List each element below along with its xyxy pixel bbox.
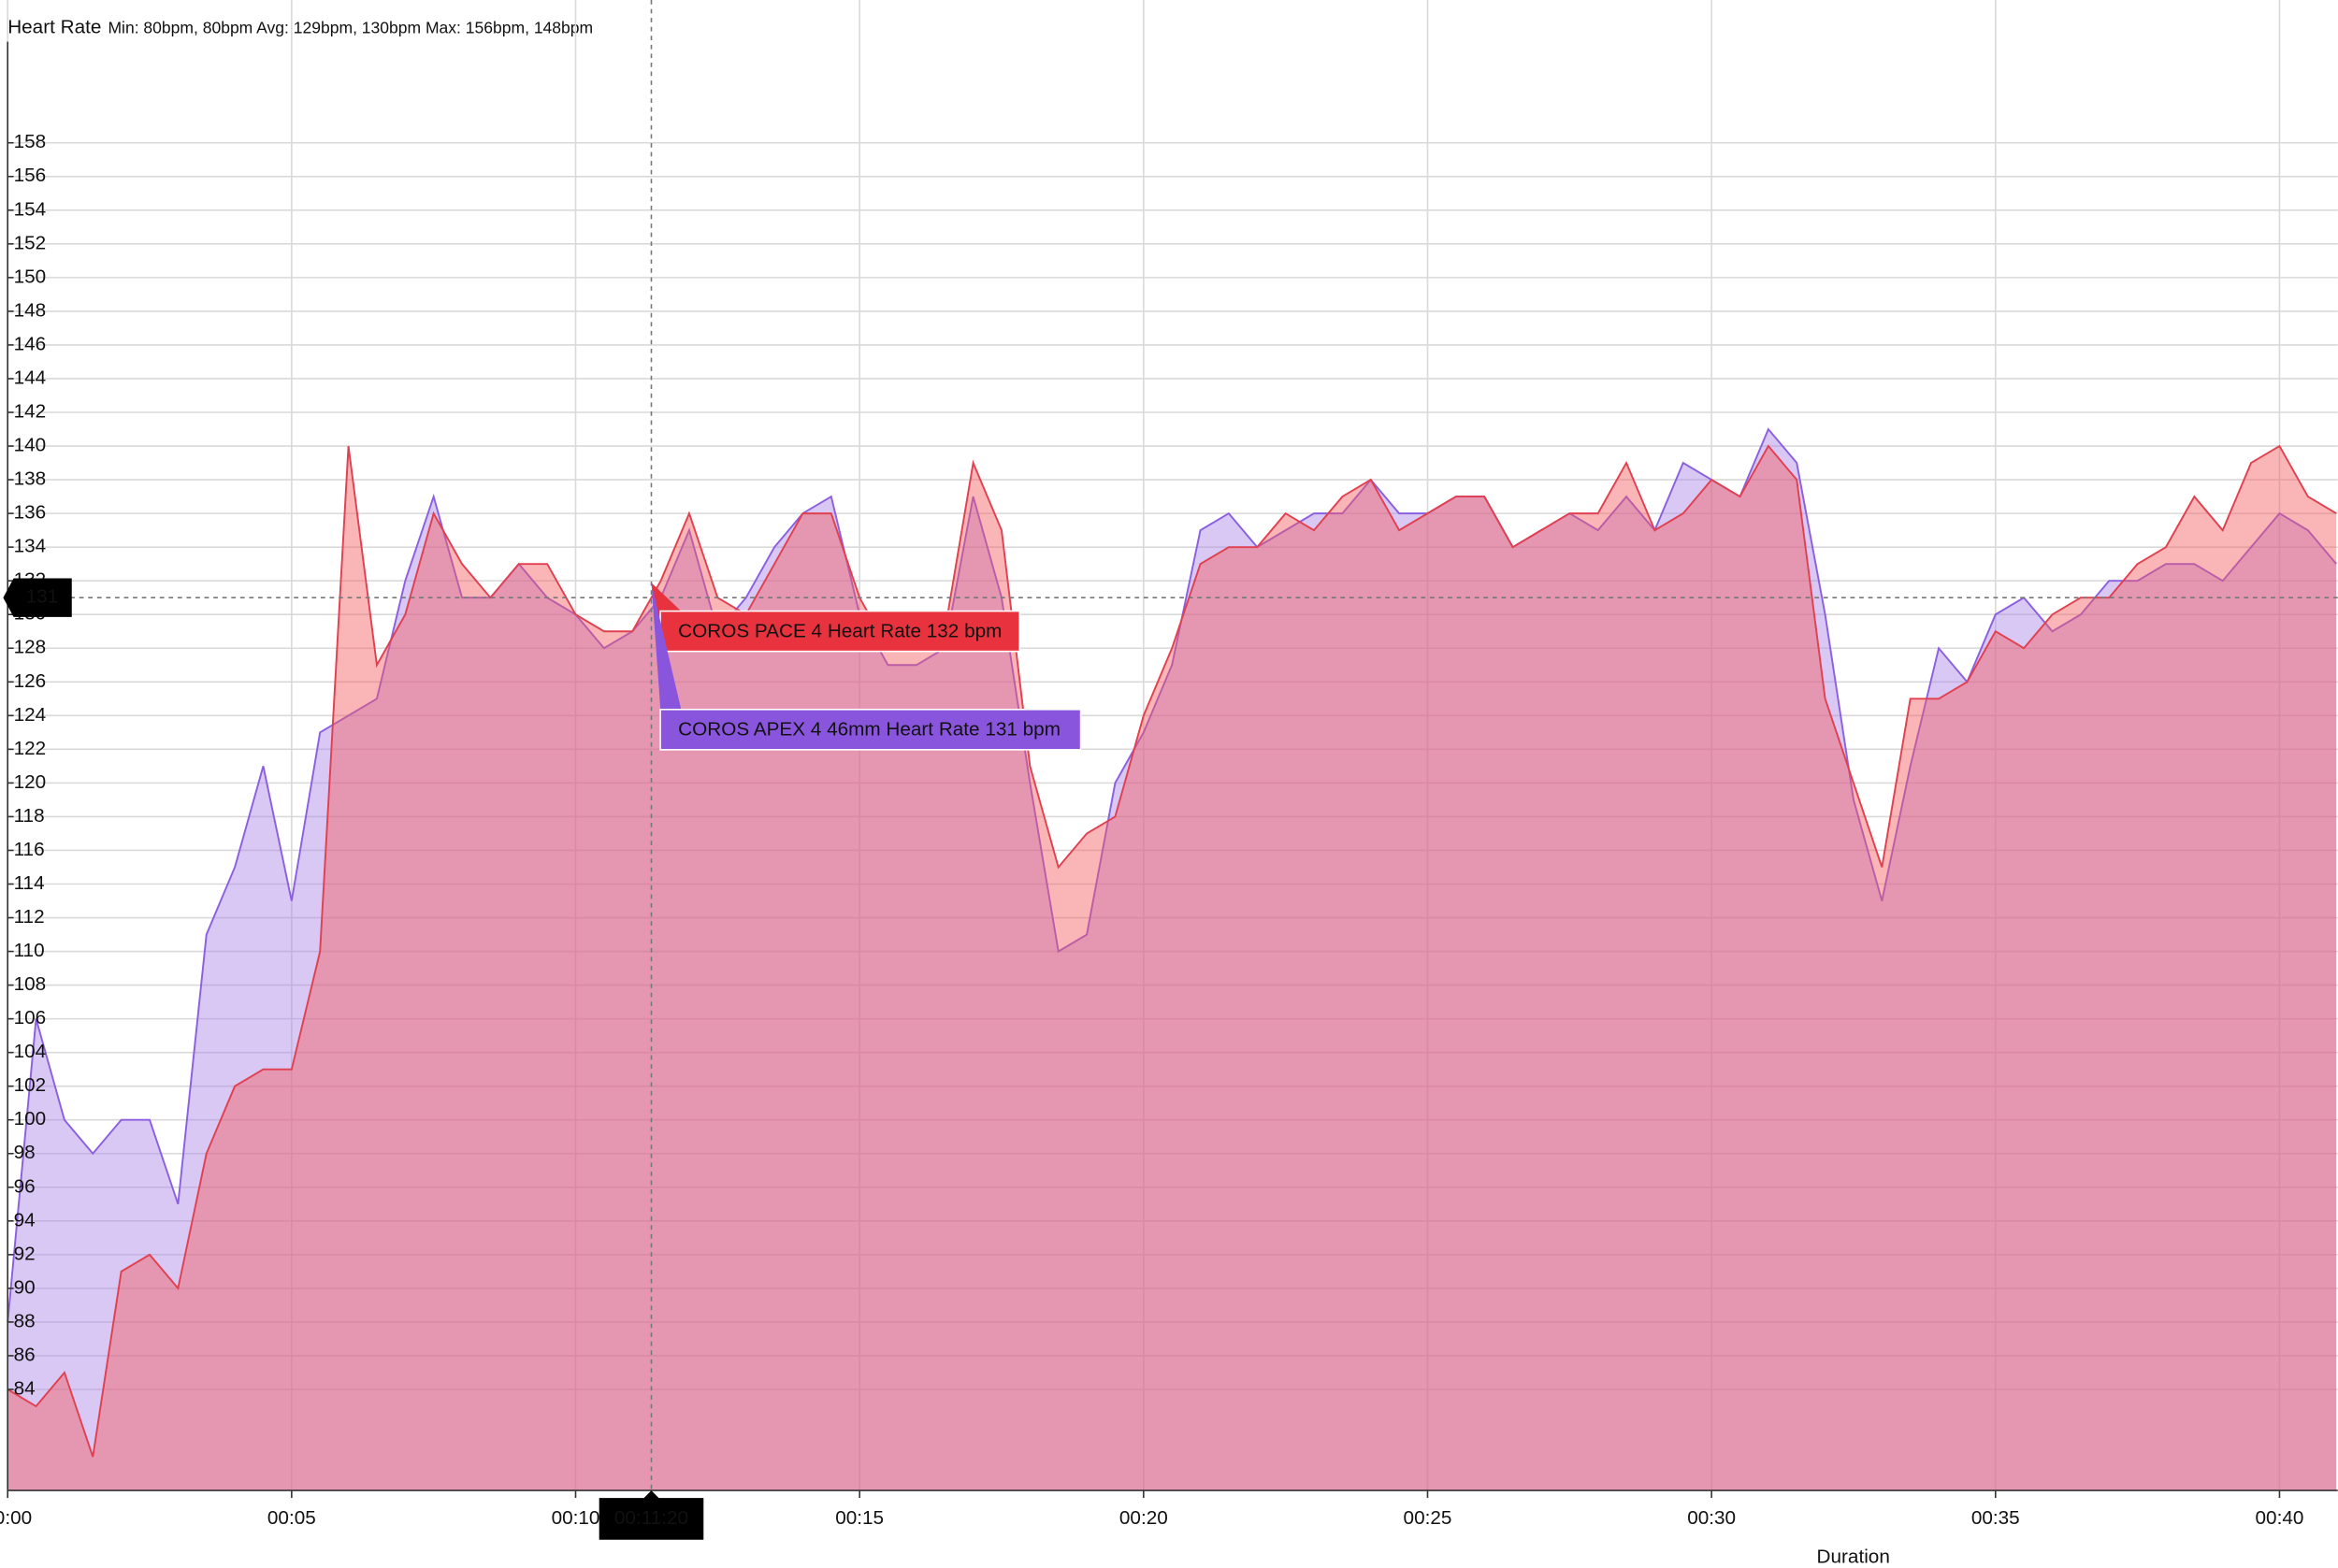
y-tick-label: 146 [14, 333, 47, 354]
line [7, 427, 2337, 1323]
y-tick-label: 120 [14, 771, 47, 793]
y-tick-label: 114 [14, 872, 45, 894]
y-tick-label: 90 [14, 1276, 36, 1298]
y-tick-label: 116 [14, 839, 45, 860]
tooltip [659, 610, 1021, 653]
y-tick-label: 106 [14, 1007, 47, 1029]
y-tick-label: 140 [14, 435, 47, 456]
tooltip-text: COROS PACE 4 Heart Rate 132 bpm [678, 620, 1002, 641]
y-tick-label: 84 [14, 1377, 36, 1399]
y-tick-label: 108 [14, 973, 47, 995]
y-tick-label: 134 [14, 536, 47, 557]
chart-title: Heart Rate [7, 17, 101, 38]
y-tick-label: 98 [14, 1142, 36, 1163]
y-tick-label: 136 [14, 502, 47, 524]
y-tick-label: 138 [14, 468, 47, 490]
y-tick-label: 154 [14, 198, 47, 220]
y-tick-label: 110 [14, 940, 45, 961]
tooltip-pointer [651, 583, 682, 749]
crosshair-x-badge [599, 1490, 704, 1540]
x-tick-label: 00:05 [267, 1507, 316, 1529]
y-tick-label: 86 [14, 1344, 36, 1365]
chart-header: Heart Rate Min: 80bpm, 80bpm Avg: 129bpm… [7, 14, 593, 40]
y-tick-label: 150 [14, 266, 47, 287]
y-tick-label: 118 [14, 805, 45, 827]
y-tick-label: 152 [14, 232, 47, 253]
y-tick-label: 124 [14, 704, 47, 726]
y-tick-label: 148 [14, 299, 47, 321]
y-tick-label: 88 [14, 1310, 36, 1331]
x-tick-label: 00:40 [2256, 1507, 2304, 1529]
line [7, 444, 2337, 1458]
y-tick-label: 128 [14, 637, 47, 658]
chart-subtitle: Min: 80bpm, 80bpm Avg: 129bpm, 130bpm Ma… [108, 18, 593, 36]
y-tick-label: 158 [14, 131, 47, 152]
y-tick-label: 92 [14, 1243, 36, 1264]
x-tick-label: 00:10 [552, 1507, 600, 1529]
x-tick-label: 00:00 [0, 1507, 32, 1529]
y-tick-label: 102 [14, 1074, 47, 1096]
y-tick-label: 96 [14, 1175, 36, 1197]
x-tick-label: 00:20 [1119, 1507, 1168, 1529]
area [7, 429, 2337, 1491]
y-tick-label: 104 [14, 1041, 47, 1062]
y-tick-label: 112 [14, 906, 45, 928]
y-tick-label: 94 [14, 1209, 36, 1230]
y-tick-label: 126 [14, 670, 47, 692]
y-tick-label: 156 [14, 165, 47, 186]
y-tick-label: 100 [14, 1108, 47, 1129]
y-tick-label: 144 [14, 367, 47, 388]
y-tick-label: 122 [14, 738, 47, 759]
crosshair-x-label: 00:11:20 [614, 1507, 688, 1529]
y-tick-label: 142 [14, 400, 47, 422]
tooltip-text: COROS APEX 4 46mm Heart Rate 131 bpm [678, 719, 1061, 741]
x-tick-label: 00:25 [1404, 1507, 1452, 1529]
tooltip [659, 708, 1082, 751]
x-tick-label: 00:30 [1687, 1507, 1736, 1529]
x-tick-label: 00:15 [835, 1507, 884, 1529]
crosshair-y-badge [3, 578, 72, 617]
x-axis-title: Duration [1817, 1546, 1890, 1567]
x-tick-label: 00:35 [1971, 1507, 2020, 1529]
crosshair-y-label: 131 [26, 586, 59, 608]
area [7, 446, 2337, 1491]
